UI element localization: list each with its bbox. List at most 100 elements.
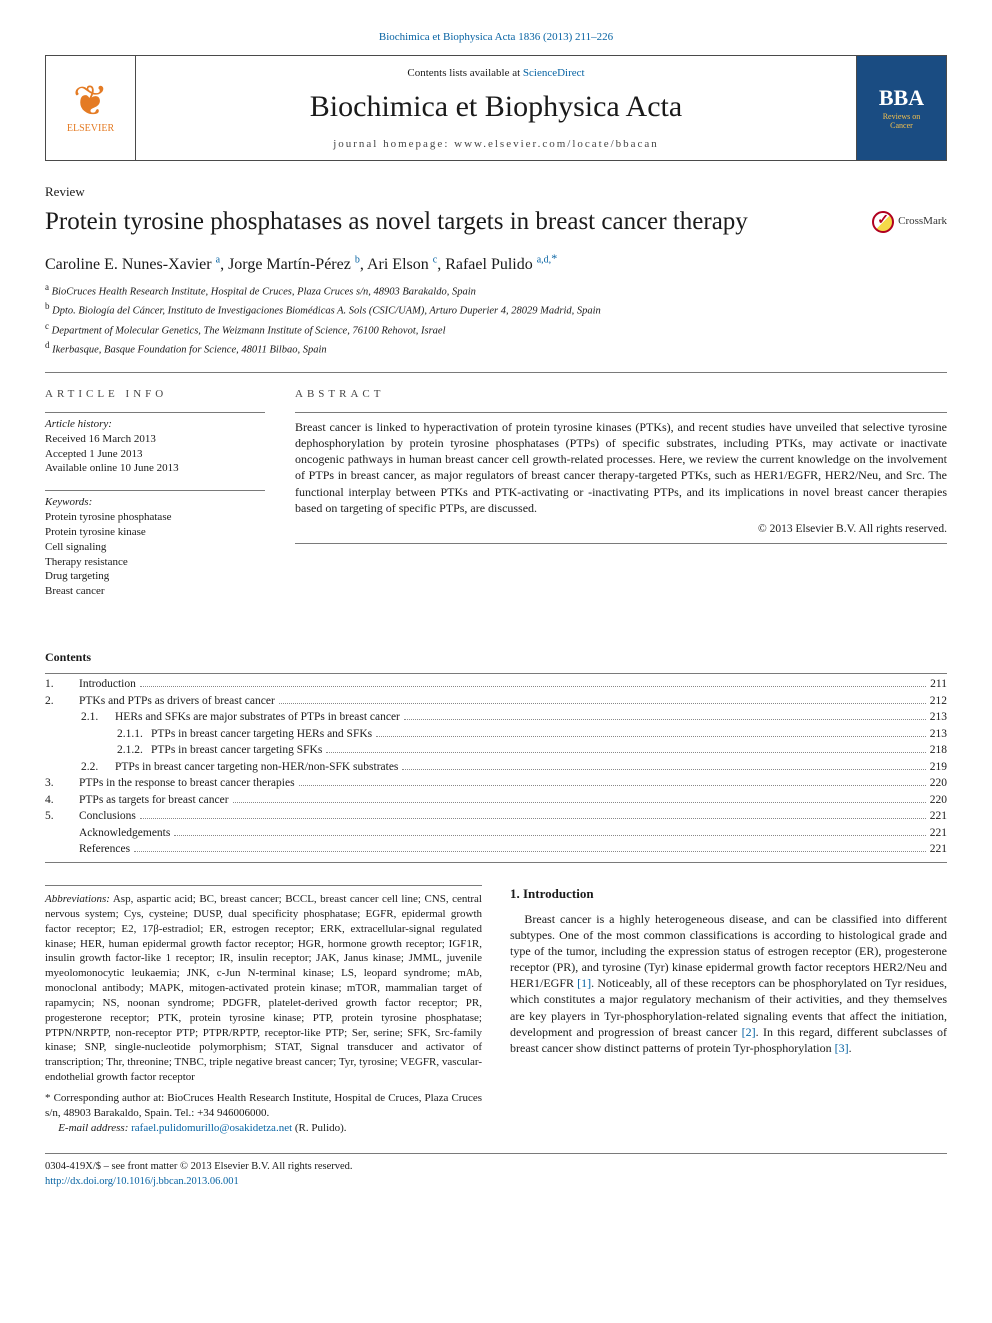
history-item: Available online 10 June 2013	[45, 461, 265, 476]
bba-wordmark: BBA	[879, 85, 924, 111]
citation-link[interactable]: [1]	[577, 976, 591, 990]
toc-page: 220	[930, 793, 947, 809]
journal-homepage: journal homepage: www.elsevier.com/locat…	[136, 137, 856, 152]
citation-link[interactable]: [3]	[835, 1041, 849, 1055]
toc-page: 213	[930, 710, 947, 726]
toc-row: 1.Introduction211	[45, 677, 947, 693]
affiliation-item: a BioCruces Health Research Institute, H…	[45, 281, 947, 300]
article-history: Article history: Received 16 March 2013A…	[45, 412, 265, 476]
corresponding-symbol[interactable]: *	[551, 251, 557, 265]
intro-paragraph: Breast cancer is a highly heterogeneous …	[510, 911, 947, 1057]
toc-page: 211	[930, 677, 947, 693]
toc-leader-dots	[140, 818, 926, 819]
abstract-copyright: © 2013 Elsevier B.V. All rights reserved…	[295, 522, 947, 538]
toc-label: PTPs in breast cancer targeting SFKs	[151, 743, 322, 759]
keyword-item: Cell signaling	[45, 540, 265, 555]
history-label: Article history:	[45, 417, 265, 432]
toc-row: 2.1.1.PTPs in breast cancer targeting HE…	[45, 727, 947, 743]
toc-leader-dots	[140, 686, 926, 687]
toc-leader-dots	[299, 785, 926, 786]
elsevier-wordmark: ELSEVIER	[67, 123, 114, 134]
toc-row: 2.1.2.PTPs in breast cancer targeting SF…	[45, 743, 947, 759]
crossmark-badge[interactable]: ✓ CrossMark	[872, 211, 947, 233]
toc-number: 2.1.	[81, 710, 115, 726]
page-footer: 0304-419X/$ – see front matter © 2013 El…	[45, 1153, 947, 1188]
affiliation-item: d Ikerbasque, Basque Foundation for Scie…	[45, 339, 947, 358]
toc-label: HERs and SFKs are major substrates of PT…	[115, 710, 400, 726]
abbreviations-block: Abbreviations: Asp, aspartic acid; BC, b…	[45, 885, 482, 1085]
toc-page: 219	[930, 760, 947, 776]
history-item: Received 16 March 2013	[45, 432, 265, 447]
affiliation-item: c Department of Molecular Genetics, The …	[45, 320, 947, 339]
corresponding-email-link[interactable]: rafael.pulidomurillo@osakidetza.net	[131, 1122, 292, 1134]
toc-row: 3.PTPs in the response to breast cancer …	[45, 776, 947, 792]
email-label: E-mail address:	[58, 1122, 128, 1134]
history-item: Accepted 1 June 2013	[45, 447, 265, 462]
toc-label: Introduction	[79, 677, 136, 693]
bba-logo: BBA Reviews on Cancer	[856, 56, 946, 160]
section-heading-intro: 1. Introduction	[510, 885, 947, 903]
toc-leader-dots	[376, 736, 926, 737]
keywords-block: Keywords: Protein tyrosine phosphatasePr…	[45, 490, 265, 599]
toc-row: 5.Conclusions 221	[45, 809, 947, 825]
toc-leader-dots	[134, 851, 926, 852]
elsevier-tree-icon: ❦	[67, 81, 114, 123]
toc-number: 5.	[45, 809, 79, 825]
keyword-item: Therapy resistance	[45, 555, 265, 570]
keyword-item: Drug targeting	[45, 569, 265, 584]
bba-subtitle-2: Cancer	[879, 121, 924, 131]
article-info-heading: ARTICLE INFO	[45, 387, 265, 402]
article-type: Review	[45, 183, 947, 201]
toc-number: 4.	[45, 793, 79, 809]
toc-leader-dots	[404, 719, 926, 720]
bba-subtitle-1: Reviews on	[879, 112, 924, 122]
doi-link[interactable]: http://dx.doi.org/10.1016/j.bbcan.2013.0…	[45, 1176, 239, 1187]
toc-page: 213	[930, 727, 947, 743]
toc-row: 2.1.HERs and SFKs are major substrates o…	[45, 710, 947, 726]
crossmark-label: CrossMark	[898, 214, 947, 229]
toc-page: 212	[930, 694, 947, 710]
sciencedirect-link[interactable]: ScienceDirect	[523, 67, 585, 79]
toc-label: PTKs and PTPs as drivers of breast cance…	[79, 694, 275, 710]
toc-label: Acknowledgements	[79, 826, 170, 842]
toc-leader-dots	[402, 769, 925, 770]
contents-lists-line: Contents lists available at ScienceDirec…	[136, 66, 856, 81]
toc-label: PTPs in breast cancer targeting HERs and…	[151, 727, 372, 743]
toc-number: 2.1.1.	[117, 727, 151, 743]
toc-number: 2.	[45, 694, 79, 710]
toc-page: 220	[930, 776, 947, 792]
keyword-item: Breast cancer	[45, 584, 265, 599]
toc-number: 2.2.	[81, 760, 115, 776]
journal-header-box: ❦ ELSEVIER Contents lists available at S…	[45, 55, 947, 161]
affiliation-item: b Dpto. Biología del Cáncer, Instituto d…	[45, 300, 947, 319]
journal-name: Biochimica et Biophysica Acta	[136, 87, 856, 128]
journal-reference: Biochimica et Biophysica Acta 1836 (2013…	[45, 30, 947, 45]
toc-leader-dots	[279, 703, 926, 704]
abbreviations-label: Abbreviations:	[45, 893, 110, 905]
abbreviations-text: Asp, aspartic acid; BC, breast cancer; B…	[45, 893, 482, 1083]
toc-page: 221	[930, 842, 947, 858]
citation-link[interactable]: [2]	[742, 1025, 756, 1039]
toc-row: References221	[45, 842, 947, 858]
toc-page: 221	[930, 826, 947, 842]
abstract-heading: ABSTRACT	[295, 387, 947, 402]
toc-page: 221	[930, 809, 947, 825]
email-line: E-mail address: rafael.pulidomurillo@osa…	[45, 1121, 482, 1136]
toc-row: 2.PTKs and PTPs as drivers of breast can…	[45, 694, 947, 710]
toc-row: Acknowledgements 221	[45, 826, 947, 842]
toc-number: 2.1.2.	[117, 743, 151, 759]
keyword-item: Protein tyrosine phosphatase	[45, 510, 265, 525]
toc-number: 3.	[45, 776, 79, 792]
article-title: Protein tyrosine phosphatases as novel t…	[45, 205, 872, 239]
toc-label: PTPs as targets for breast cancer	[79, 793, 229, 809]
abstract-text: Breast cancer is linked to hyperactivati…	[295, 419, 947, 516]
toc-label: Conclusions	[79, 809, 136, 825]
crossmark-icon: ✓	[872, 211, 894, 233]
toc-page: 218	[930, 743, 947, 759]
author-list: Caroline E. Nunes-Xavier a, Jorge Martín…	[45, 250, 947, 275]
footer-copyright: 0304-419X/$ – see front matter © 2013 El…	[45, 1160, 353, 1174]
toc-leader-dots	[233, 802, 926, 803]
contents-heading: Contents	[45, 649, 947, 665]
elsevier-logo: ❦ ELSEVIER	[46, 56, 136, 160]
toc-leader-dots	[326, 752, 925, 753]
